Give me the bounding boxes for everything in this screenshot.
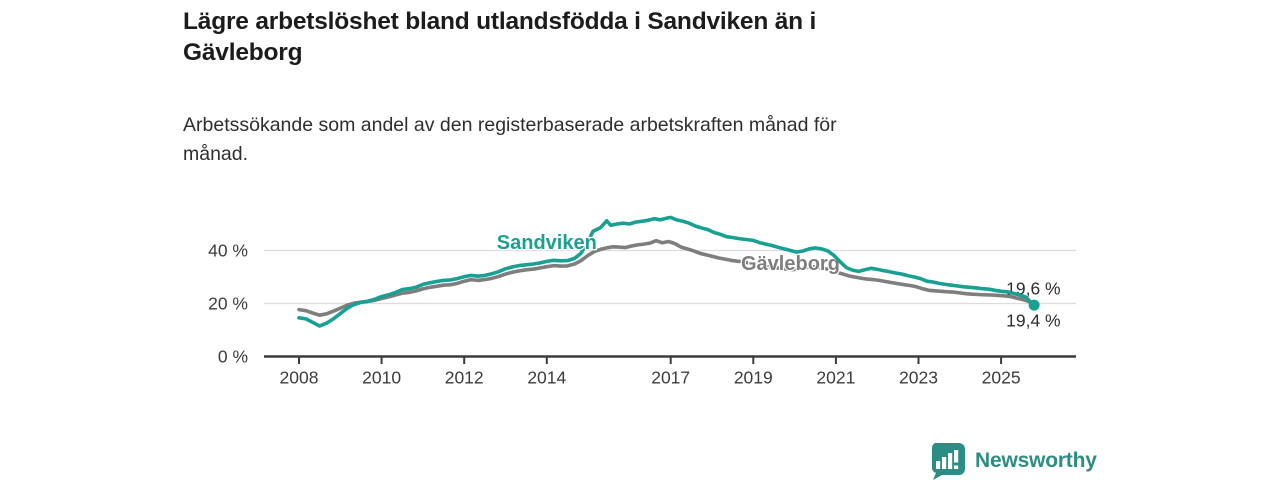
x-tick-label-2012: 2012 xyxy=(445,368,484,388)
page-title: Lägre arbetslöshet bland utlandsfödda i … xyxy=(183,6,1123,68)
x-tick-label-2025: 2025 xyxy=(982,368,1021,388)
y-tick-label-40: 40 % xyxy=(208,241,248,261)
series-label-sandviken: Sandviken xyxy=(497,232,597,254)
x-tick-label-2008: 2008 xyxy=(280,368,319,388)
page-title-line2: Gävleborg xyxy=(183,39,303,66)
x-tick-label-2023: 2023 xyxy=(899,368,938,388)
end-value-label-gavleborg: 19,6 % xyxy=(1006,279,1060,299)
logo-bars-icon xyxy=(936,450,959,469)
newsworthy-logo: Newsworthy xyxy=(928,442,1097,480)
end-value-label-sandviken: 19,4 % xyxy=(1006,311,1060,331)
logo-text: Newsworthy xyxy=(975,449,1097,472)
chart-subtitle: Arbetssökande som andel av den registerb… xyxy=(183,111,1083,169)
y-tick-label-0: 0 % xyxy=(218,347,248,367)
x-tick-label-2014: 2014 xyxy=(527,368,566,388)
page-title-line1: Lägre arbetslöshet bland utlandsfödda i … xyxy=(183,8,817,35)
y-tick-label-20: 20 % xyxy=(208,294,248,314)
chart-subtitle-line2: månad. xyxy=(183,143,249,165)
series-label-gavleborg: Gävleborg xyxy=(741,253,840,275)
chart-subtitle-line1: Arbetssökande som andel av den registerb… xyxy=(183,114,837,136)
x-tick-label-2010: 2010 xyxy=(362,368,401,388)
x-tick-label-2021: 2021 xyxy=(816,368,855,388)
x-tick-label-2017: 2017 xyxy=(651,368,690,388)
series-line-sandviken xyxy=(297,215,1036,328)
bar-chart-pin-icon xyxy=(931,443,965,480)
series-line-gavleborg xyxy=(297,238,1036,318)
x-tick-label-2019: 2019 xyxy=(734,368,773,388)
end-dot-sandviken xyxy=(1028,299,1040,311)
